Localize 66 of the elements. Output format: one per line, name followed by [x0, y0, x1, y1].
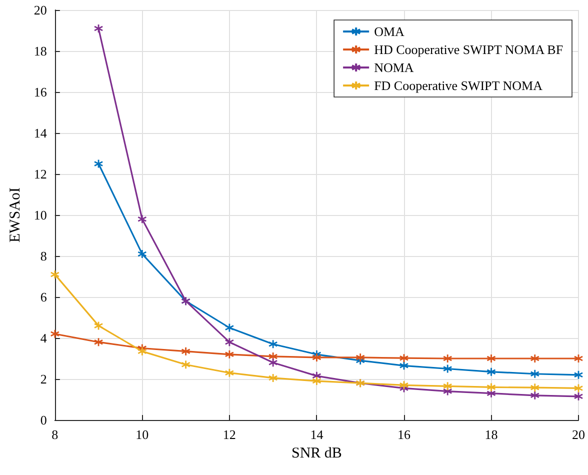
point [399, 353, 409, 363]
legend-label: OMA [374, 24, 406, 39]
point [181, 346, 190, 356]
point [94, 24, 104, 34]
point [356, 352, 366, 362]
point [50, 329, 60, 339]
y-tick-label: 6 [40, 290, 48, 304]
point [399, 360, 409, 370]
point [530, 382, 540, 392]
point [574, 370, 584, 380]
y-tick-label: 20 [34, 2, 47, 18]
point [137, 214, 147, 224]
y-tick-label: 14 [34, 126, 48, 140]
point [530, 369, 540, 379]
point [574, 384, 584, 393]
point [442, 354, 452, 364]
x-tick-label: 18 [484, 427, 498, 442]
x-tick-label: 10 [136, 427, 149, 442]
point [486, 367, 496, 377]
point [224, 350, 234, 360]
point [268, 358, 278, 368]
point [574, 354, 584, 364]
point [486, 382, 496, 392]
point [224, 323, 234, 332]
point [268, 339, 278, 349]
x-tick-label: 16 [397, 427, 411, 442]
point [137, 249, 147, 259]
point [268, 373, 278, 383]
point [137, 346, 147, 356]
y-tick-label: 0 [40, 412, 47, 428]
point [442, 364, 452, 374]
point [530, 354, 540, 364]
y-tick-label: 8 [40, 248, 47, 264]
point [442, 381, 452, 391]
point [442, 386, 452, 396]
y-tick-label: 16 [34, 84, 48, 100]
y-tick-label: 12 [34, 166, 47, 182]
x-tick-label: 8 [52, 427, 58, 442]
y-axis-title: EWSAoI [8, 188, 24, 242]
point [574, 392, 584, 402]
point [486, 388, 496, 398]
point [312, 352, 322, 362]
point [224, 337, 234, 347]
y-tick-label: 10 [34, 208, 47, 222]
y-tick-label: 2 [40, 372, 47, 386]
y-tick-label: 4 [40, 330, 48, 346]
point [312, 376, 322, 386]
point [268, 352, 278, 362]
point [181, 360, 190, 370]
point [50, 270, 60, 280]
point [399, 380, 409, 390]
point [94, 321, 104, 330]
point [224, 368, 234, 378]
x-tick-label: 14 [310, 427, 324, 442]
x-tick-label: 12 [222, 427, 236, 442]
legend-label: HD Cooperative SWIPT NOMA BF [374, 42, 564, 57]
legend-label: FD Cooperative SWIPT NOMA [374, 78, 544, 93]
legend-label: NOMA [374, 60, 414, 75]
point [486, 354, 496, 364]
point [312, 371, 322, 381]
y-tick-label: 18 [34, 44, 47, 58]
point [94, 159, 104, 168]
point [94, 337, 104, 347]
x-axis-title: SNR dB [291, 446, 342, 462]
x-tick-label: 20 [572, 427, 585, 442]
point [530, 390, 540, 400]
